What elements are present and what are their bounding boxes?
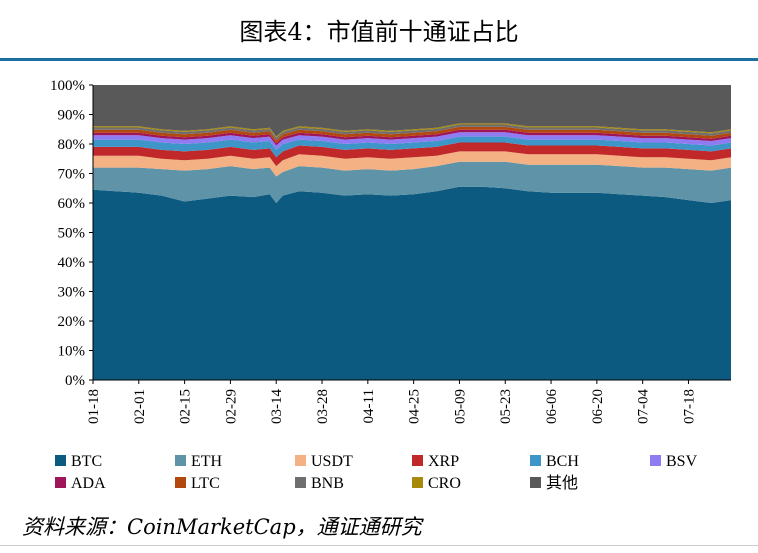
legend: BTC ETH USDT XRP BCH BSV ADA LTC BNB CRO 其他 <box>55 453 698 492</box>
y-tick-label: 90% <box>58 108 86 124</box>
source-note: 资料来源：CoinMarketCap，通证通研究 <box>22 515 422 539</box>
chart-title: 图表4：市值前十通证占比 <box>239 18 519 46</box>
area-series-eth <box>93 161 731 203</box>
plot-area <box>93 85 731 380</box>
area-series-other <box>93 85 731 137</box>
x-tick-label: 06-20 <box>590 389 606 424</box>
y-tick-label: 50% <box>58 226 86 242</box>
legend-swatch-usdt <box>295 455 306 466</box>
y-tick-label: 30% <box>58 285 86 301</box>
x-tick-label: 05-23 <box>498 389 514 424</box>
legend-label-bsv: BSV <box>666 453 698 470</box>
legend-label-other: 其他 <box>546 474 578 492</box>
area-series-bsv <box>93 132 731 150</box>
area-series-cro <box>93 123 731 138</box>
y-tick-label: 20% <box>58 314 86 330</box>
area-series-ada <box>93 129 731 146</box>
x-tick-label: 07-04 <box>636 389 652 424</box>
footer-rule <box>0 545 758 546</box>
legend-label-ltc: LTC <box>191 475 220 492</box>
area-series-ltc <box>93 126 731 144</box>
legend-swatch-other <box>530 477 541 488</box>
legend-label-btc: BTC <box>71 453 102 470</box>
x-tick-label: 03-28 <box>315 389 331 424</box>
axes: 0% 10% 20% 30% 40% 50% 60% 70% 80% 90% 100% 01-18 02… <box>50 78 731 424</box>
legend-label-cro: CRO <box>428 475 461 492</box>
y-tick-label: 10% <box>58 344 86 360</box>
x-tick-label: 04-11 <box>361 389 377 423</box>
x-tick-label: 02-01 <box>132 389 148 424</box>
legend-label-ada: ADA <box>71 475 106 492</box>
y-tick-label: 0% <box>65 373 85 389</box>
legend-swatch-bnb <box>295 477 306 488</box>
x-tick-label: 03-14 <box>269 389 285 424</box>
legend-swatch-btc <box>55 455 66 466</box>
x-tick-label: 06-06 <box>544 389 560 424</box>
legend-swatch-xrp <box>412 455 423 466</box>
legend-label-usdt: USDT <box>311 453 353 470</box>
y-tick-label: 70% <box>58 167 86 183</box>
y-tick-label: 40% <box>58 255 86 271</box>
legend-swatch-eth <box>175 455 186 466</box>
legend-label-xrp: XRP <box>428 453 459 470</box>
area-series-usdt <box>93 151 731 177</box>
x-tick-label: 02-15 <box>178 389 194 424</box>
x-tick-label: 07-18 <box>681 389 697 424</box>
area-series-bnb <box>93 124 731 141</box>
area-series-xrp <box>93 142 731 167</box>
title-rule <box>0 58 758 61</box>
area-series-btc <box>93 186 731 380</box>
stacked-area-chart: 0% 10% 20% 30% 40% 50% 60% 70% 80% 90% 100% 01-18 02… <box>50 78 731 492</box>
x-tick-label: 01-18 <box>86 389 102 424</box>
x-tick-label: 02-29 <box>223 389 239 424</box>
legend-swatch-cro <box>412 477 423 488</box>
area-series-bch <box>93 136 731 158</box>
legend-swatch-ada <box>55 477 66 488</box>
legend-swatch-bsv <box>650 455 661 466</box>
y-tick-label: 60% <box>58 196 86 212</box>
legend-swatch-bch <box>530 455 541 466</box>
legend-label-eth: ETH <box>191 453 223 470</box>
legend-swatch-ltc <box>175 477 186 488</box>
x-tick-label: 04-25 <box>407 389 423 424</box>
y-tick-label: 80% <box>58 137 86 153</box>
legend-label-bch: BCH <box>546 453 579 470</box>
x-tick-label: 05-09 <box>452 389 468 424</box>
legend-label-bnb: BNB <box>311 475 344 492</box>
y-tick-label: 100% <box>50 78 85 94</box>
